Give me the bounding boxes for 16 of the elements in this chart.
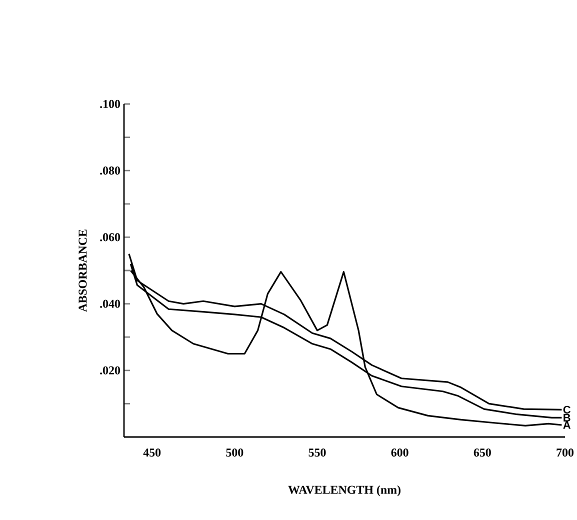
x-tick-label: 500 (226, 448, 244, 457)
y-tick-label: .100 (100, 100, 120, 108)
y-tick-label: .020 (100, 366, 120, 374)
x-axis-title: WAVELENGTH (nm) (288, 485, 400, 496)
y-tick-label: .060 (100, 233, 120, 242)
series-label: B (564, 414, 570, 422)
x-tick-label: 450 (143, 448, 161, 457)
series-label: C (563, 406, 571, 414)
y-tick-label: .040 (100, 300, 120, 308)
x-tick-label: 600 (391, 448, 408, 457)
y-axis-title: ABSORBANCE (78, 230, 87, 312)
series-label: A (563, 421, 571, 429)
x-tick-label: 700 (556, 448, 574, 457)
y-tick-label: .080 (100, 166, 120, 175)
x-tick-label: 550 (308, 448, 326, 457)
x-tick-label: 650 (474, 448, 491, 457)
